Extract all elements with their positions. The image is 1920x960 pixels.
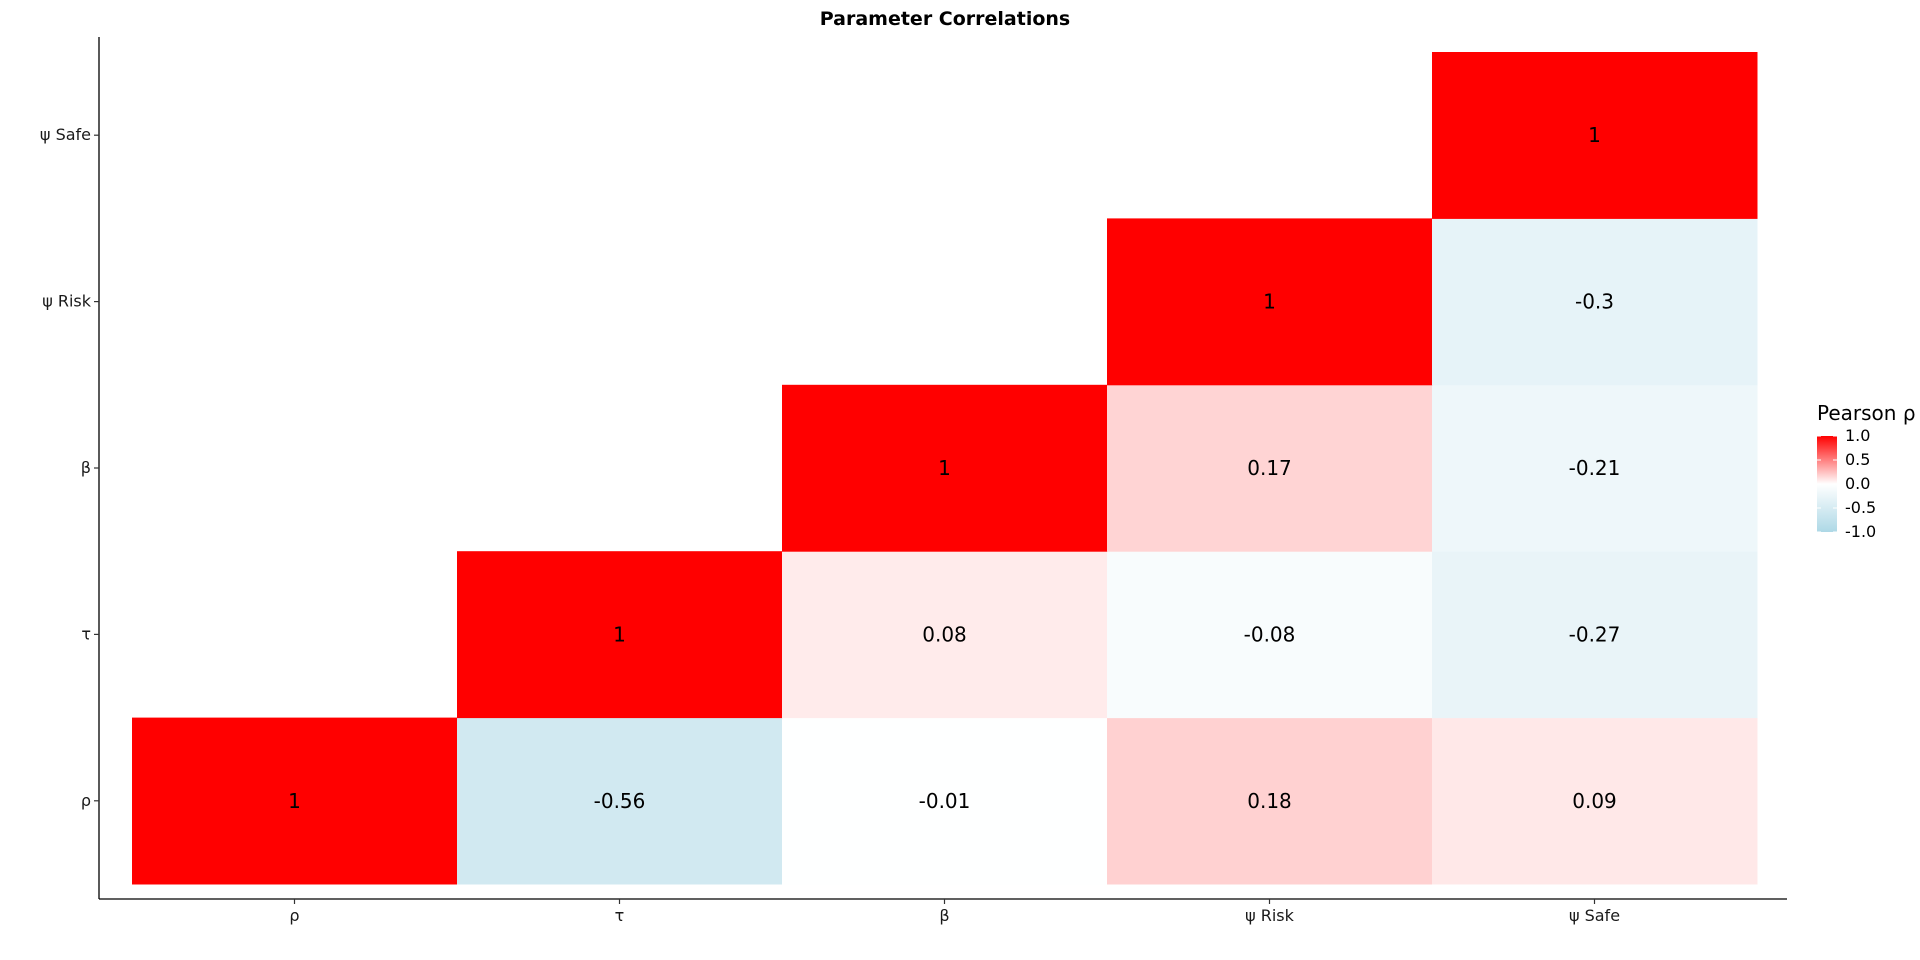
y-tick-label-psi-safe: ψ Safe: [40, 125, 91, 144]
x-tick-label-psi-safe: ψ Safe: [1569, 906, 1620, 925]
legend-tick-label-4: -1.0: [1845, 522, 1876, 541]
cell-rho-rho: [132, 717, 458, 885]
cell-tau-tau: [457, 551, 783, 719]
legend-tick-label-1: 0.5: [1845, 450, 1870, 469]
cell-beta-rho-label: -0.01: [919, 789, 971, 813]
y-tick-label-rho: ρ: [81, 791, 91, 810]
cell-rho-rho-label: 1: [288, 789, 301, 813]
cell-psi-risk-tau: [1107, 551, 1433, 719]
chart-title: Parameter Correlations: [820, 8, 1071, 30]
cell-psi-risk-psi-risk: [1107, 218, 1433, 386]
cell-psi-safe-tau-label: -0.27: [1569, 622, 1621, 646]
cell-psi-safe-beta-label: -0.21: [1569, 456, 1621, 480]
x-tick-label-psi-risk: ψ Risk: [1245, 906, 1295, 925]
cell-psi-safe-rho-label: 0.09: [1572, 789, 1617, 813]
cell-psi-safe-tau: [1432, 551, 1758, 719]
cell-beta-tau-label: 0.08: [922, 622, 967, 646]
axes: ρ τ β ψ Risk ψ Safe ρ τ β ψ Risk ψ Safe: [40, 37, 1787, 925]
y-tick-label-beta: β: [81, 458, 91, 477]
cell-tau-rho-label: -0.56: [594, 789, 646, 813]
cell-psi-risk-beta-label: 0.17: [1247, 456, 1292, 480]
legend-tick-label-0: 1.0: [1845, 426, 1870, 445]
heatmap-cells: 1 -0.56 -0.01 0.18 0.09 1 0.08 -0.08 -0.27 1 0.17 -…: [132, 52, 1758, 885]
cell-psi-safe-beta: [1432, 384, 1758, 552]
y-tick-label-psi-risk: ψ Risk: [42, 292, 92, 311]
cell-psi-safe-rho: [1432, 717, 1758, 885]
cell-beta-beta: [782, 384, 1108, 552]
cell-beta-tau: [782, 551, 1108, 719]
cell-beta-rho: [782, 717, 1108, 885]
legend-tick-label-2: 0.0: [1845, 474, 1870, 493]
cell-tau-rho: [457, 717, 783, 885]
legend: Pearson ρ 1.0 0.5 0.0 -0.5 -1.0: [1817, 401, 1916, 541]
legend-color-bar: [1817, 436, 1837, 532]
cell-tau-tau-label: 1: [613, 622, 626, 646]
legend-tick-label-3: -0.5: [1845, 498, 1876, 517]
y-tick-label-tau: τ: [81, 624, 91, 643]
cell-psi-risk-psi-risk-label: 1: [1263, 290, 1276, 314]
cell-beta-beta-label: 1: [938, 456, 951, 480]
cell-psi-safe-psi-safe: [1432, 52, 1758, 219]
cell-psi-safe-psi-safe-label: 1: [1588, 123, 1601, 147]
x-tick-label-rho: ρ: [289, 906, 299, 925]
cell-psi-risk-rho: [1107, 717, 1433, 885]
cell-psi-safe-psi-risk: [1432, 218, 1758, 386]
cell-psi-safe-psi-risk-label: -0.3: [1575, 290, 1614, 314]
x-tick-label-tau: τ: [615, 906, 625, 925]
x-tick-label-beta: β: [939, 906, 949, 925]
cell-psi-risk-tau-label: -0.08: [1244, 622, 1296, 646]
legend-title: Pearson ρ: [1817, 401, 1916, 425]
cell-psi-risk-beta: [1107, 384, 1433, 552]
cell-psi-risk-rho-label: 0.18: [1247, 789, 1292, 813]
